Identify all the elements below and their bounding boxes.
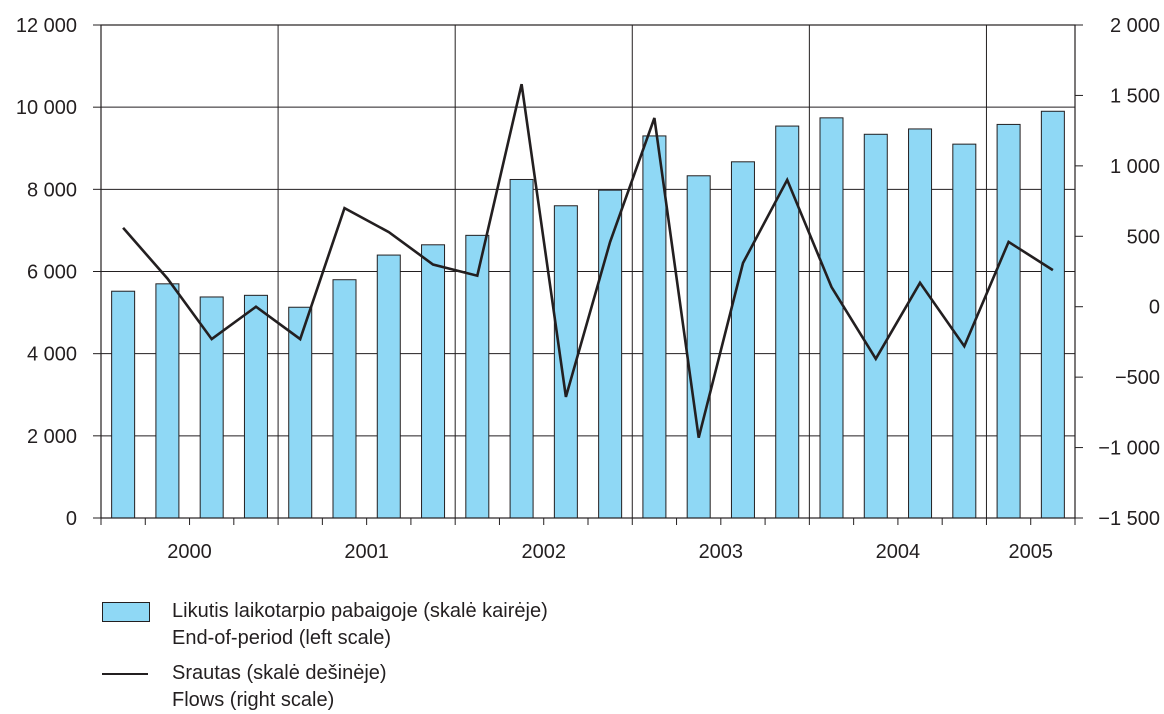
legend-bars-label-en: End-of-period (left scale) [172, 627, 391, 649]
bar [819, 117, 844, 519]
bar [421, 244, 446, 519]
bar [730, 161, 755, 519]
bar [332, 279, 357, 519]
right-tick-label: 2 000 [1110, 15, 1160, 37]
bar [642, 135, 667, 519]
x-year-label: 2002 [521, 541, 566, 563]
bar [908, 128, 933, 519]
x-year-label: 2000 [167, 541, 212, 563]
bar [1040, 110, 1065, 519]
bar [686, 175, 711, 519]
right-tick-label: −500 [1115, 367, 1160, 389]
left-tick-label: 10 000 [16, 97, 77, 119]
right-tick-label: 1 000 [1110, 156, 1160, 178]
axis-labels: 0 2 000 4 000 6 000 8 000 10 000 12 000 −1 500 −… [16, 15, 1160, 563]
left-tick-label: 12 000 [16, 15, 77, 37]
bar [111, 290, 136, 519]
left-tick-label: 2 000 [27, 426, 77, 448]
bar [376, 254, 401, 519]
bar [952, 143, 977, 519]
right-tick-label: −1 000 [1098, 438, 1160, 460]
right-tick-label: 1 500 [1110, 85, 1160, 107]
flow-line [122, 83, 1054, 439]
x-year-label: 2005 [1008, 541, 1053, 563]
left-tick-label: 6 000 [27, 262, 77, 284]
right-tick-label: −1 500 [1098, 508, 1160, 530]
legend-line-label-en: Flows (right scale) [172, 689, 335, 711]
x-year-label: 2003 [699, 541, 744, 563]
axis-ticks [93, 24, 1083, 525]
bar [465, 234, 490, 519]
legend-line-label: Srautas (skalė dešinėje) [172, 662, 387, 684]
line-series [122, 83, 1054, 439]
right-tick-label: 0 [1149, 297, 1160, 319]
left-tick-label: 8 000 [27, 179, 77, 201]
left-tick-label: 4 000 [27, 344, 77, 366]
right-tick-label: 500 [1127, 226, 1160, 248]
bar [509, 178, 534, 519]
x-year-label: 2004 [876, 541, 921, 563]
legend-bar-swatch [102, 602, 150, 622]
legend-bars-label: Likutis laikotarpio pabaigoje (skalė kai… [172, 600, 548, 622]
bar [155, 283, 180, 519]
bar [775, 125, 800, 519]
x-year-label: 2001 [344, 541, 389, 563]
bar [863, 133, 888, 519]
bar [553, 205, 578, 519]
legend-line-swatch [102, 673, 148, 675]
left-tick-label: 0 [66, 508, 77, 530]
bar [243, 294, 268, 519]
bar [996, 123, 1021, 519]
bar-series [111, 110, 1065, 519]
chart: 0 2 000 4 000 6 000 8 000 10 000 12 000 −1 500 −… [16, 15, 1160, 563]
